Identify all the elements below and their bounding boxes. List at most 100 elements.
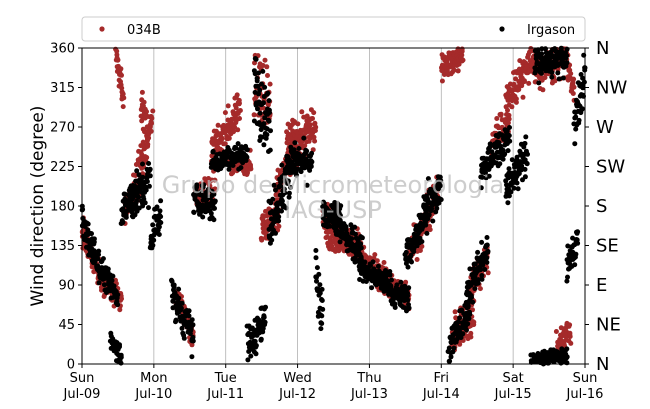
data-point bbox=[448, 354, 454, 360]
data-point bbox=[507, 138, 513, 144]
data-point bbox=[573, 114, 579, 120]
watermark: Grupo de Micrometeorologia IAG-USP bbox=[162, 171, 504, 224]
data-point bbox=[140, 139, 146, 145]
x-tick-date: Jul-11 bbox=[206, 387, 244, 402]
legend-marker-irgason bbox=[499, 26, 505, 32]
legend-box bbox=[81, 16, 586, 42]
data-point bbox=[212, 205, 217, 211]
data-point bbox=[370, 259, 376, 265]
data-point bbox=[156, 232, 162, 237]
data-point bbox=[506, 112, 512, 118]
data-point bbox=[270, 196, 276, 202]
data-point bbox=[89, 231, 94, 237]
y-tick-label: 180 bbox=[50, 200, 75, 215]
data-point bbox=[119, 72, 124, 78]
data-point bbox=[262, 115, 268, 121]
data-point bbox=[514, 154, 520, 160]
data-point bbox=[110, 273, 116, 279]
data-point bbox=[478, 185, 484, 191]
data-point bbox=[518, 167, 524, 173]
data-point bbox=[467, 311, 473, 317]
data-point bbox=[262, 57, 268, 63]
data-point bbox=[144, 124, 150, 130]
data-point bbox=[453, 315, 459, 321]
data-point bbox=[144, 155, 150, 160]
x-tick-day: Sun bbox=[70, 371, 95, 386]
data-point bbox=[573, 126, 579, 132]
data-point bbox=[552, 78, 558, 84]
data-point bbox=[502, 151, 508, 157]
data-point bbox=[271, 182, 277, 188]
data-point bbox=[248, 162, 253, 168]
data-point bbox=[525, 151, 530, 157]
data-point bbox=[212, 177, 218, 183]
data-point bbox=[465, 321, 471, 327]
data-point bbox=[189, 354, 195, 360]
y-tick-label: 270 bbox=[50, 121, 75, 136]
data-point bbox=[513, 96, 519, 102]
data-point bbox=[231, 129, 236, 135]
data-point bbox=[575, 229, 581, 235]
data-point bbox=[136, 172, 142, 178]
data-point bbox=[521, 79, 527, 85]
data-point bbox=[498, 111, 504, 117]
y-axis-label: Wind direction (degree) bbox=[28, 106, 48, 307]
data-point bbox=[212, 198, 218, 204]
data-point bbox=[313, 124, 319, 130]
data-point bbox=[519, 163, 525, 169]
data-point bbox=[80, 206, 86, 212]
data-point bbox=[450, 349, 456, 355]
data-point bbox=[190, 334, 196, 340]
data-point bbox=[121, 95, 127, 101]
x-tick-date: Jul-10 bbox=[134, 387, 172, 402]
data-point bbox=[314, 265, 320, 271]
data-point bbox=[146, 205, 151, 211]
data-point bbox=[570, 235, 576, 241]
data-point bbox=[316, 271, 322, 277]
data-point bbox=[472, 286, 478, 292]
data-point bbox=[286, 190, 292, 196]
data-point bbox=[234, 92, 240, 98]
data-point bbox=[352, 224, 358, 230]
data-point bbox=[226, 166, 232, 172]
data-point bbox=[146, 161, 152, 166]
data-point bbox=[273, 192, 279, 198]
data-point bbox=[465, 299, 471, 305]
data-point bbox=[560, 75, 566, 81]
data-point bbox=[147, 173, 153, 179]
data-point bbox=[478, 267, 483, 273]
data-point bbox=[444, 57, 450, 63]
data-point bbox=[460, 331, 466, 337]
compass-tick-label: NE bbox=[596, 315, 621, 336]
data-point bbox=[485, 248, 491, 254]
data-point bbox=[157, 208, 163, 214]
data-point bbox=[304, 182, 310, 188]
data-point bbox=[276, 218, 282, 224]
data-point bbox=[276, 214, 282, 220]
data-point bbox=[325, 230, 331, 235]
data-point bbox=[459, 46, 465, 52]
data-point bbox=[538, 70, 544, 76]
y-tick-label: 0 bbox=[67, 358, 75, 373]
data-point bbox=[171, 282, 177, 288]
data-point bbox=[286, 194, 292, 200]
data-point bbox=[419, 243, 425, 249]
data-point bbox=[465, 303, 471, 309]
data-point bbox=[111, 283, 117, 289]
data-point bbox=[186, 308, 192, 314]
data-point bbox=[253, 56, 259, 62]
data-point bbox=[115, 57, 121, 63]
data-point bbox=[117, 344, 122, 350]
data-point bbox=[555, 70, 561, 76]
data-point bbox=[140, 161, 145, 167]
data-point bbox=[565, 274, 570, 280]
data-point bbox=[358, 245, 364, 251]
data-point bbox=[319, 321, 325, 326]
data-point bbox=[464, 327, 469, 333]
data-point bbox=[313, 248, 319, 253]
data-point bbox=[120, 104, 126, 110]
data-point bbox=[151, 237, 157, 243]
data-point bbox=[564, 354, 570, 360]
data-point bbox=[311, 134, 317, 140]
data-point bbox=[95, 256, 101, 262]
